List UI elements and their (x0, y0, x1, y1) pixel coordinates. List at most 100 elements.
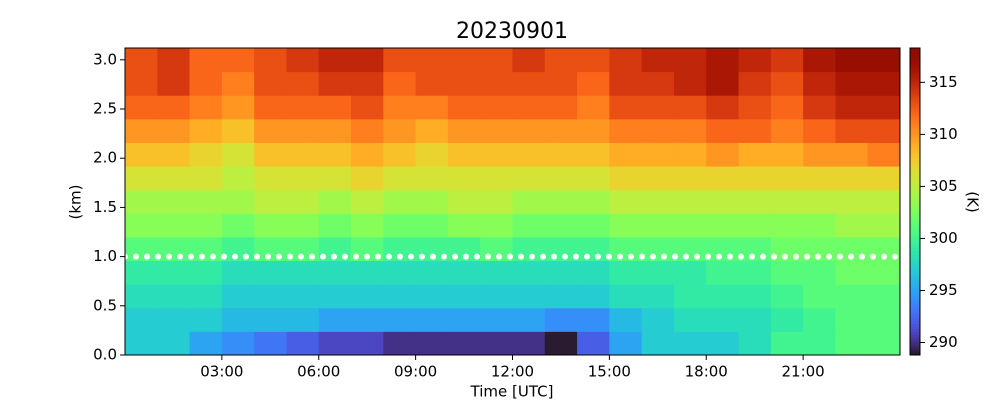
heat-cell (157, 166, 191, 191)
heat-cell (544, 118, 578, 143)
heat-cell (189, 331, 223, 356)
heat-cell (157, 71, 191, 96)
heat-cell (157, 236, 191, 262)
heat-cell (673, 260, 707, 285)
heat-cell (512, 284, 546, 309)
heat-cell (351, 331, 384, 356)
heat-cell (254, 71, 287, 96)
heat-cell (189, 118, 223, 143)
heat-cell (157, 284, 191, 309)
heat-cell (125, 284, 158, 309)
heat-cell (157, 331, 191, 356)
colorbar-swatch (910, 175, 920, 179)
heat-cell (383, 71, 417, 96)
colorbar-swatch (910, 204, 920, 208)
heat-cell (673, 236, 707, 262)
heat-cell (544, 189, 578, 214)
colorbar-swatch (910, 326, 920, 330)
colorbar-swatch (910, 270, 920, 274)
heat-cell (673, 213, 707, 238)
colorbar-swatch (910, 331, 920, 336)
heat-cell (673, 166, 707, 191)
heat-cell (577, 331, 610, 356)
heat-cell (770, 260, 804, 285)
heat-cell (641, 142, 675, 167)
heat-cell (157, 260, 191, 285)
heat-cell (673, 95, 707, 120)
colorbar-swatch (910, 76, 920, 80)
colorbar-swatch (910, 60, 920, 64)
heat-cell (157, 118, 191, 143)
heat-cell (351, 71, 384, 96)
colorbar-swatch (910, 155, 920, 159)
heat-cell (221, 213, 255, 238)
heat-cell (415, 95, 449, 120)
heat-cell (770, 189, 804, 214)
heat-cell (415, 71, 449, 96)
colorbar-swatch (910, 188, 920, 192)
heat-cell (803, 48, 836, 73)
heat-cell (318, 142, 352, 167)
heat-cell (609, 118, 643, 143)
heat-cell (447, 284, 481, 309)
heat-cell (706, 166, 740, 191)
heat-cell (512, 331, 546, 356)
heat-cell (609, 331, 643, 356)
heat-cell (415, 189, 449, 214)
heat-cell (706, 260, 740, 285)
heat-cell (835, 260, 869, 285)
y-tick-label: 2.0 (93, 149, 117, 167)
heat-cell (286, 142, 320, 167)
colorbar-swatch (910, 347, 920, 351)
heat-cell (318, 213, 352, 238)
heat-cell (254, 331, 287, 356)
heat-cell (221, 307, 255, 332)
colorbar-swatch (910, 160, 920, 164)
heat-cell (609, 95, 643, 120)
heat-cell (286, 71, 320, 96)
colorbar-swatch (910, 119, 920, 123)
heat-cell (189, 260, 223, 285)
heat-cell (512, 307, 546, 332)
heat-cell (867, 307, 901, 332)
heat-cell (544, 48, 578, 73)
heat-cell (383, 95, 417, 120)
heat-cell (157, 307, 191, 332)
heat-cell (383, 118, 417, 143)
heat-cell (641, 331, 675, 356)
heat-cell (867, 48, 901, 73)
colorbar-swatch (910, 183, 920, 187)
heat-cell (254, 166, 287, 191)
y-tick-label: 0.5 (93, 296, 117, 314)
colorbar-swatch (910, 140, 920, 144)
colorbar-swatch (910, 145, 920, 149)
heat-cell (512, 166, 546, 191)
heat-cell (286, 260, 320, 285)
heat-cell (221, 284, 255, 309)
heat-cell (512, 213, 546, 238)
heat-cell (803, 307, 836, 332)
colorbar-swatch (910, 229, 920, 233)
heat-cell (318, 331, 352, 356)
colorbar-swatch (910, 181, 920, 185)
heat-cell (221, 71, 255, 96)
colorbar-swatch (910, 237, 920, 241)
heat-cell (512, 236, 546, 262)
heat-cell (738, 95, 772, 120)
colorbar-swatch (910, 53, 920, 57)
colorbar-tick-label: 310 (929, 125, 958, 143)
heat-cell (415, 284, 449, 309)
heat-cell (738, 213, 772, 238)
colorbar-swatch (910, 283, 920, 287)
heat-cell (867, 331, 901, 356)
heat-cell (254, 189, 287, 214)
colorbar-swatch (910, 88, 920, 92)
colorbar-swatch (910, 86, 920, 90)
heat-cell (480, 189, 513, 214)
heat-cell (189, 166, 223, 191)
heat-cell (480, 213, 513, 238)
colorbar-swatch (910, 73, 920, 77)
heat-cell (221, 95, 255, 120)
heat-cell (318, 118, 352, 143)
heat-cell (706, 284, 740, 309)
